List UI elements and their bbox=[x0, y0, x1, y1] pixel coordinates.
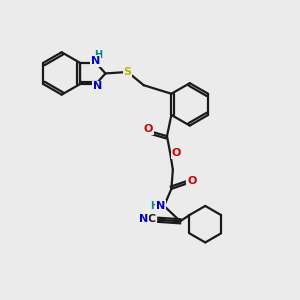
Text: N: N bbox=[139, 214, 148, 224]
Text: H: H bbox=[150, 201, 158, 211]
Text: C: C bbox=[148, 214, 156, 224]
Text: H: H bbox=[94, 50, 102, 61]
Text: N: N bbox=[156, 201, 165, 211]
Text: O: O bbox=[143, 124, 153, 134]
Text: N: N bbox=[91, 56, 101, 66]
Text: N: N bbox=[93, 81, 102, 92]
Text: S: S bbox=[124, 67, 131, 77]
Text: O: O bbox=[172, 148, 181, 158]
Text: O: O bbox=[187, 176, 197, 186]
